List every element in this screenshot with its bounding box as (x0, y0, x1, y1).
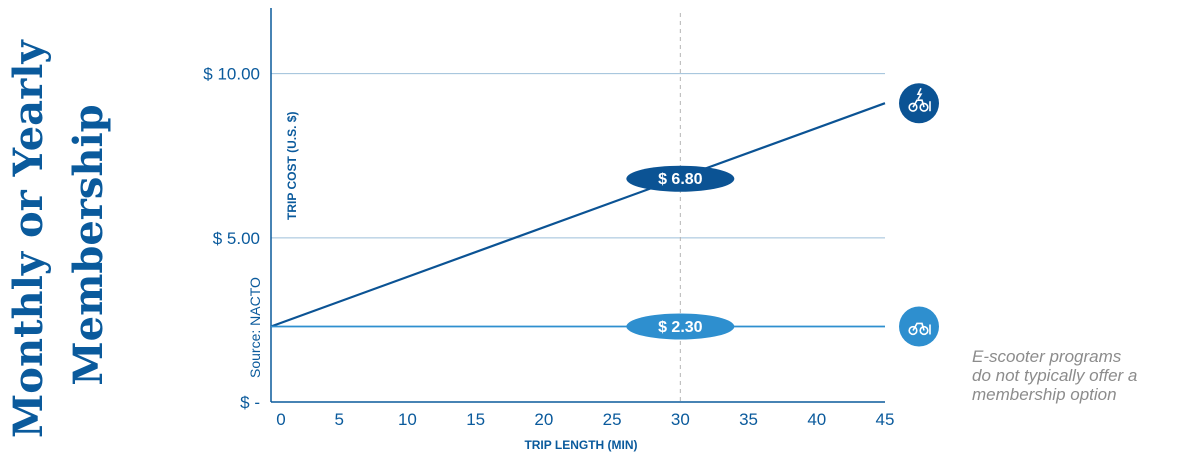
side-title-line-2: Membership (65, 104, 112, 385)
value-annotations: $ 6.80 $ 2.30 (626, 165, 735, 340)
y-tick-label: $ - (240, 393, 260, 412)
value-pill-label: $ 2.30 (658, 319, 703, 336)
bike-icon (899, 306, 939, 347)
y-axis-label: TRIP COST (U.S. $) (285, 112, 299, 220)
membership-note: E-scooter programs do not typically offe… (972, 347, 1197, 404)
note-line: membership option (972, 385, 1117, 404)
e-bike-icon (899, 83, 939, 124)
x-tick-label: 15 (466, 410, 485, 429)
value-pill-label: $ 6.80 (658, 171, 703, 188)
y-tick-label: $ 10.00 (203, 65, 260, 84)
x-tick-label: 20 (534, 410, 553, 429)
side-title-line-1: Monthly or Yearly (5, 39, 52, 438)
series-icons (899, 83, 939, 347)
x-tick-label: 10 (398, 410, 417, 429)
value-pill (626, 313, 735, 340)
x-tick-label: 40 (807, 410, 826, 429)
x-tick-label: 45 (876, 410, 895, 429)
x-tick-label: 25 (603, 410, 622, 429)
axes (270, 8, 885, 403)
x-tick-label: 0 (276, 410, 285, 429)
source-label: Source: NACTO (247, 277, 263, 378)
series-lines (270, 102, 886, 328)
note-line: do not typically offer a (972, 366, 1138, 385)
gridlines (271, 13, 885, 402)
x-tick-label: 35 (739, 410, 758, 429)
note-line: E-scooter programs (972, 347, 1122, 366)
y-tick-label: $ 5.00 (213, 229, 260, 248)
tick-labels: $ - $ 5.00 $ 10.00 0 5 10 15 20 25 30 35 40 45 (203, 65, 894, 429)
value-pill (626, 165, 735, 192)
x-tick-label: 5 (334, 410, 343, 429)
series-line (270, 102, 886, 328)
side-title: Monthly or Yearly Membership (5, 39, 112, 438)
x-tick-label: 30 (671, 410, 690, 429)
x-axis-label: TRIP LENGTH (MIN) (524, 438, 637, 452)
